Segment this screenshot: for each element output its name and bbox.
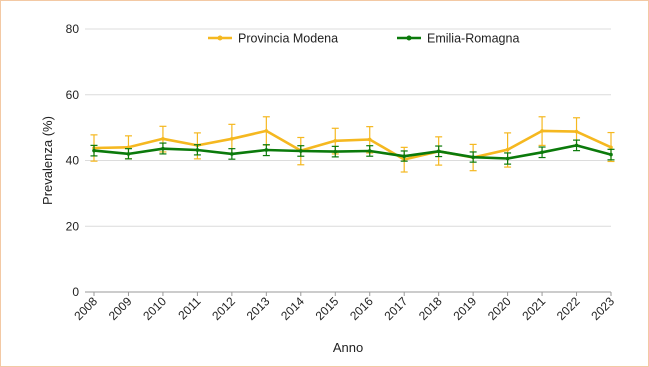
data-point bbox=[574, 129, 579, 134]
x-tick-label: 2012 bbox=[209, 294, 238, 323]
data-point bbox=[367, 149, 372, 153]
data-point bbox=[161, 137, 165, 141]
data-point bbox=[505, 147, 510, 152]
data-point bbox=[609, 145, 613, 150]
legend-marker-provincia-modena bbox=[217, 35, 223, 41]
data-point bbox=[161, 146, 165, 151]
y-tick-label: 80 bbox=[66, 22, 80, 36]
data-point bbox=[333, 149, 338, 154]
x-tick-label: 2011 bbox=[175, 294, 203, 322]
x-tick-label: 2018 bbox=[416, 294, 445, 323]
data-point bbox=[264, 148, 269, 152]
legend-marker-emilia-romagna bbox=[406, 35, 412, 41]
legend-item-emilia-romagna[interactable]: Emilia-Romagna bbox=[397, 32, 519, 46]
data-point bbox=[230, 137, 234, 141]
data-point bbox=[333, 138, 338, 143]
x-tick-label: 2021 bbox=[519, 294, 548, 323]
legend-label-emilia-romagna: Emilia-Romagna bbox=[427, 32, 519, 46]
x-tick-label: 2023 bbox=[588, 294, 617, 323]
y-axis-title: Prevalenza (%) bbox=[40, 116, 55, 205]
x-tick-label: 2014 bbox=[278, 294, 307, 323]
data-point bbox=[402, 154, 407, 159]
data-point bbox=[574, 143, 579, 148]
data-point bbox=[264, 129, 269, 133]
data-point bbox=[230, 152, 234, 156]
data-point bbox=[92, 148, 96, 153]
y-tick-label: 40 bbox=[66, 154, 80, 168]
x-tick-label: 2017 bbox=[382, 294, 411, 323]
data-point bbox=[540, 129, 544, 133]
series-1 bbox=[90, 139, 615, 165]
grid-lines bbox=[85, 28, 612, 296]
data-point bbox=[609, 152, 613, 157]
data-point bbox=[471, 155, 475, 160]
data-point bbox=[195, 148, 200, 152]
x-tick-label: 2022 bbox=[554, 294, 583, 323]
x-tick-label: 2013 bbox=[244, 294, 273, 323]
y-tick-label: 20 bbox=[66, 219, 80, 233]
data-point bbox=[540, 150, 544, 155]
legend[interactable]: Provincia Modena Emilia-Romagna bbox=[208, 32, 519, 46]
x-tick-label: 2019 bbox=[450, 294, 479, 323]
data-point bbox=[505, 156, 510, 161]
data-point bbox=[299, 149, 303, 153]
series-layer bbox=[90, 116, 615, 173]
x-tick-label: 2010 bbox=[140, 294, 169, 323]
legend-item-provincia-modena[interactable]: Provincia Modena bbox=[208, 32, 338, 46]
data-point bbox=[126, 152, 131, 156]
data-point bbox=[436, 149, 441, 154]
x-tick-label: 2016 bbox=[347, 294, 376, 323]
x-tick-label: 2015 bbox=[313, 294, 342, 323]
x-axis-title: Anno bbox=[333, 340, 363, 355]
legend-label-provincia-modena: Provincia Modena bbox=[238, 32, 338, 46]
x-tick-label: 2009 bbox=[106, 294, 135, 323]
y-tick-labels: 0 20 40 60 80 bbox=[66, 22, 80, 299]
series-line bbox=[92, 129, 613, 161]
data-point bbox=[367, 137, 372, 142]
y-tick-label: 60 bbox=[66, 88, 80, 102]
x-tick-label: 2020 bbox=[485, 294, 514, 323]
series-0 bbox=[90, 116, 615, 173]
y-tick-label: 0 bbox=[72, 285, 79, 299]
x-tick-labels: 2008 2009 2010 2011 2012 2013 2014 2015 2016 2017… bbox=[71, 294, 617, 323]
series-line bbox=[92, 144, 613, 160]
